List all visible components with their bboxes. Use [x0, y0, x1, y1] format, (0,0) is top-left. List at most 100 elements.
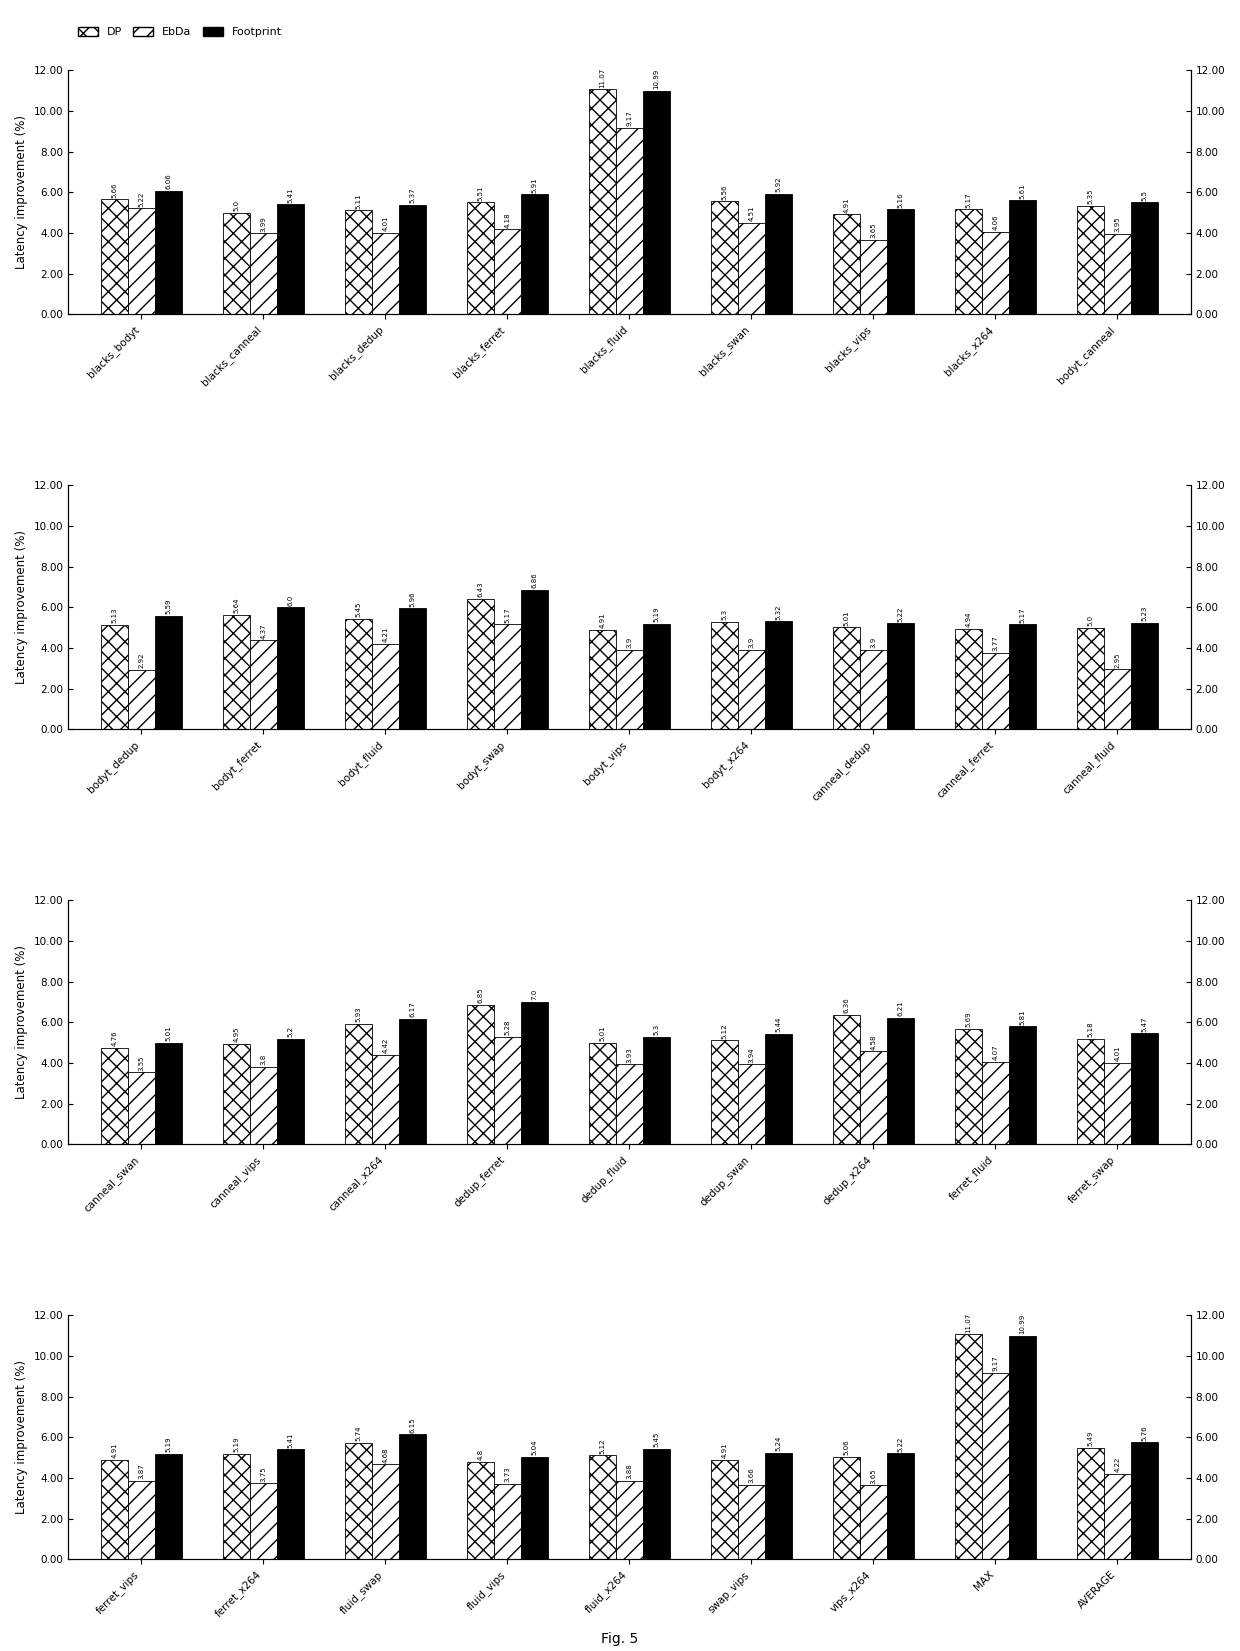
Text: 5.01: 5.01	[599, 1025, 605, 1040]
Text: 11.07: 11.07	[966, 1313, 971, 1332]
Text: 3.8: 3.8	[260, 1055, 267, 1065]
Text: 4.94: 4.94	[966, 613, 971, 627]
Text: 4.91: 4.91	[843, 196, 849, 213]
Bar	[1008, 1336, 1035, 1560]
Bar	[345, 1443, 372, 1560]
Bar	[494, 624, 521, 730]
Bar	[155, 1455, 181, 1560]
Bar	[128, 208, 155, 314]
Bar	[982, 1062, 1008, 1144]
Bar	[494, 229, 521, 314]
Bar	[1008, 200, 1035, 314]
Text: 5.23: 5.23	[1141, 606, 1147, 621]
Y-axis label: Latency improvement (%): Latency improvement (%)	[15, 116, 29, 269]
Text: 4.8: 4.8	[477, 1450, 484, 1459]
Bar	[521, 589, 548, 730]
Text: 5.0: 5.0	[233, 200, 239, 211]
Text: 3.94: 3.94	[748, 1047, 754, 1063]
Bar	[887, 622, 914, 730]
Text: 5.61: 5.61	[1019, 183, 1025, 198]
Text: 11.07: 11.07	[599, 68, 605, 88]
Bar	[467, 1461, 494, 1560]
Bar	[859, 1052, 887, 1144]
Text: 4.95: 4.95	[233, 1027, 239, 1042]
Bar	[642, 624, 670, 730]
Text: 5.22: 5.22	[897, 606, 903, 621]
Bar	[955, 210, 982, 314]
Text: 5.44: 5.44	[775, 1017, 781, 1032]
Bar	[100, 200, 128, 314]
Bar	[277, 205, 304, 314]
Bar	[223, 1455, 249, 1560]
Bar	[494, 1484, 521, 1560]
Bar	[833, 1456, 859, 1560]
Bar	[616, 1481, 642, 1560]
Bar	[494, 1037, 521, 1144]
Bar	[155, 616, 181, 730]
Bar	[642, 1037, 670, 1144]
Bar	[521, 1002, 548, 1144]
Bar	[155, 1042, 181, 1144]
Text: 7.0: 7.0	[531, 989, 537, 1001]
Bar	[372, 644, 399, 730]
Text: 5.19: 5.19	[233, 1436, 239, 1453]
Text: 5.3: 5.3	[722, 609, 728, 619]
Bar	[1078, 627, 1104, 730]
Text: 5.74: 5.74	[356, 1425, 361, 1441]
Bar	[223, 614, 249, 730]
Text: 4.37: 4.37	[260, 622, 267, 639]
Bar	[887, 1019, 914, 1144]
Bar	[738, 650, 765, 730]
Bar	[589, 1042, 616, 1144]
Bar	[711, 1459, 738, 1560]
Text: 5.56: 5.56	[722, 185, 728, 200]
Text: 4.91: 4.91	[112, 1443, 118, 1458]
Text: 5.22: 5.22	[138, 192, 144, 206]
Bar	[249, 641, 277, 730]
Bar	[765, 621, 791, 730]
Bar	[589, 629, 616, 730]
Bar	[738, 1065, 765, 1144]
Text: 5.3: 5.3	[653, 1024, 660, 1035]
Bar	[738, 1484, 765, 1560]
Bar	[372, 1055, 399, 1144]
Text: 5.17: 5.17	[966, 192, 971, 208]
Bar	[711, 201, 738, 314]
Text: 4.06: 4.06	[992, 215, 998, 229]
Bar	[399, 608, 425, 730]
Text: 5.19: 5.19	[165, 1436, 171, 1453]
Bar	[1131, 1034, 1158, 1144]
Text: 6.21: 6.21	[897, 1001, 903, 1017]
Text: 6.86: 6.86	[531, 573, 537, 588]
Bar	[128, 670, 155, 730]
Bar	[833, 215, 859, 314]
Bar	[955, 1334, 982, 1560]
Bar	[642, 1448, 670, 1560]
Text: 5.01: 5.01	[165, 1025, 171, 1040]
Text: 5.12: 5.12	[722, 1024, 728, 1038]
Text: 6.85: 6.85	[477, 987, 484, 1004]
Text: 5.17: 5.17	[1019, 608, 1025, 622]
Bar	[223, 213, 249, 314]
Text: 9.17: 9.17	[992, 1355, 998, 1372]
Bar	[765, 193, 791, 314]
Text: 5.59: 5.59	[165, 599, 171, 614]
Bar	[277, 1450, 304, 1560]
Bar	[372, 233, 399, 314]
Bar	[345, 619, 372, 730]
Text: 5.45: 5.45	[356, 601, 361, 617]
Text: 4.51: 4.51	[748, 205, 754, 221]
Text: 5.01: 5.01	[843, 611, 849, 626]
Bar	[155, 192, 181, 314]
Text: 5.51: 5.51	[477, 185, 484, 201]
Text: 5.66: 5.66	[112, 182, 118, 198]
Text: 3.73: 3.73	[505, 1466, 511, 1483]
Text: 5.16: 5.16	[897, 192, 903, 208]
Bar	[616, 127, 642, 314]
Text: 2.95: 2.95	[1115, 652, 1120, 667]
Bar	[1131, 622, 1158, 730]
Bar	[859, 650, 887, 730]
Text: 5.2: 5.2	[288, 1025, 293, 1037]
Bar	[1104, 1474, 1131, 1560]
Bar	[955, 1029, 982, 1144]
